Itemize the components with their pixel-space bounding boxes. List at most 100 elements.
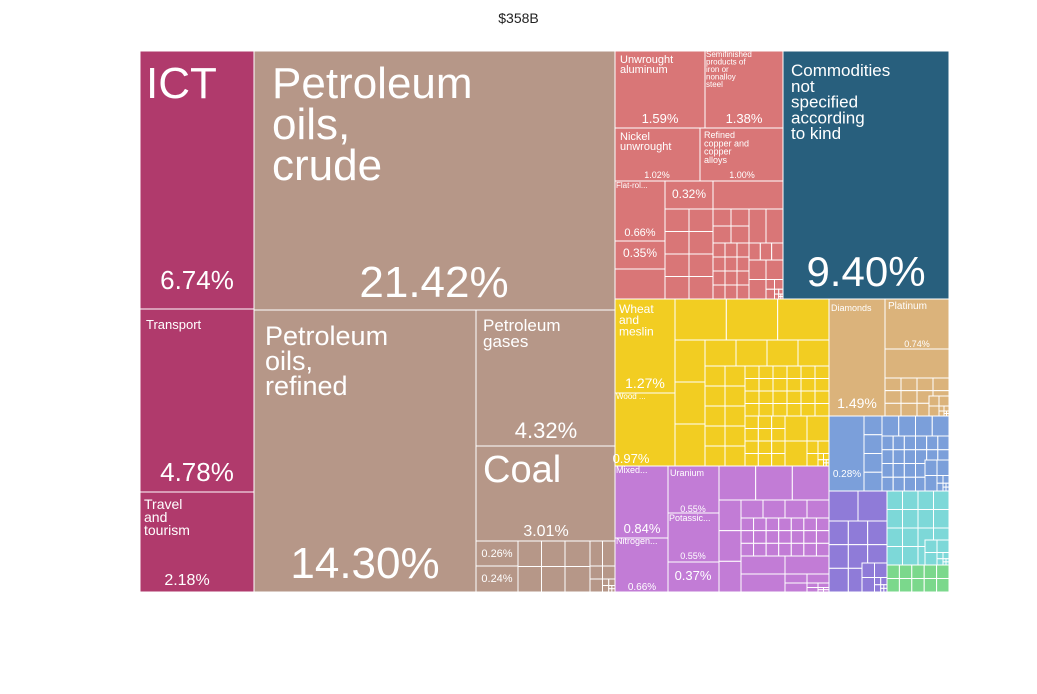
machinery-tiny-cell-a [936, 475, 944, 484]
transport-b-cell-0 [828, 520, 849, 546]
chemicals-grid-cell-17 [778, 542, 792, 557]
semifinished-products-of-iron-or-nonalloy-steel-value-label: 1.38% [726, 111, 763, 126]
machinery-d-cell-13 [892, 463, 905, 478]
animal-grid-cell-6 [898, 578, 913, 593]
vegetable-top-cell-0 [674, 298, 727, 341]
travel-and-tourism-value-label: 2.18% [164, 572, 209, 589]
mineral-tiny-cell-b [608, 578, 616, 586]
vegetable-grid-d-cell-5 [814, 365, 830, 379]
chemicals-tiny-cell-a [806, 582, 819, 588]
mineral-small-a-cell-3 [541, 566, 566, 593]
vegetable-grid-d-cell-13 [758, 390, 774, 404]
nitrogen-tile [614, 537, 669, 593]
chemicals-top-cell-0 [718, 465, 757, 501]
vegetable-col-c-cell-8 [704, 445, 726, 467]
mineral-tiny-cell-c [602, 585, 610, 593]
metals-small-d-cell-11 [736, 284, 750, 300]
tile-14-tile [614, 240, 666, 270]
nitrogen-value-label: 0.66% [628, 582, 656, 593]
textiles-grid-cell-2 [917, 490, 934, 510]
precious-a-cell-0 [884, 348, 950, 379]
vegetable-grid-e-cell-7 [757, 440, 773, 454]
metals-small-c-cell-1 [765, 208, 784, 244]
transport-tiny-cell-c [861, 577, 875, 593]
metals-small-b-cell-2 [712, 225, 732, 244]
precious-b-cell-9 [900, 402, 918, 417]
metals-small-d-cell-3 [712, 256, 726, 272]
chemicals-grid-cell-16 [765, 542, 780, 557]
coal-tile [475, 445, 616, 542]
transport-value-label: 4.78% [160, 457, 234, 487]
machinery-tiny-cell-b [942, 475, 950, 484]
tile-8-tile [475, 565, 519, 593]
transport-b-cell-3 [828, 544, 849, 569]
vegetable-grid-d-cell-16 [800, 390, 816, 404]
machinery-tiny-cell [945, 486, 950, 492]
machinery-c-cell-2 [915, 415, 933, 437]
vegetable-grid-d-cell-20 [772, 403, 788, 417]
machinery-tiny-cell-b [945, 482, 950, 488]
chemicals-grid-cell-14 [740, 542, 755, 557]
potassic-label: Potassic... [669, 513, 711, 523]
vegetable-grid-e-cell-10 [757, 453, 773, 467]
platinum-value-label: 0.74% [904, 339, 930, 349]
precious-tiny-cell-a [928, 395, 940, 407]
precious-tiny-cell-b [938, 395, 950, 407]
metals-small-d-cell-10 [724, 284, 738, 300]
tile-14-value-label: 0.35% [623, 246, 657, 260]
vegetable-top-cell-2 [777, 298, 830, 341]
mineral-tiny-cell-b [602, 565, 616, 580]
ict-value-label: 6.74% [160, 265, 234, 295]
machinery-c-cell-0 [881, 415, 900, 437]
chemicals-grid-cell-0 [740, 517, 755, 532]
metals-small-a-cell-6 [664, 276, 690, 300]
petroleum-oils-refined-label: Petroleum oils, refined [265, 321, 388, 401]
mineral-tiny-cell-c [589, 578, 603, 593]
machinery-c-cell-3 [931, 415, 950, 437]
animal-grid-cell-3 [923, 564, 938, 579]
vegetable-grid-d-cell-21 [786, 403, 802, 417]
platinum-label: Platinum [888, 301, 927, 312]
uranium-label: Uranium [670, 468, 704, 478]
precious-b-cell-8 [884, 402, 902, 417]
nickel-unwrought-value-label: 1.02% [644, 170, 670, 180]
commodities-not-specified-according-to-kind-tile [782, 50, 950, 300]
textiles-tiny-cell-c [936, 558, 944, 566]
vegetable-col-c-cell-9 [724, 445, 746, 467]
mineral-small-a-cell-2 [517, 566, 542, 593]
chart-title: $358B [498, 10, 539, 26]
chemicals-col-cell-1 [718, 530, 742, 562]
precious-b-cell-4 [884, 390, 902, 404]
vegetable-col-c-cell-1 [724, 365, 746, 387]
textiles-grid-cell-8 [886, 527, 903, 547]
metals-small-d-cell-2 [736, 242, 750, 258]
refined-copper-and-copper-alloys-value-label: 1.00% [729, 170, 755, 180]
vegetable-tiny-cell-a [806, 440, 819, 454]
textiles-grid-cell-3 [933, 490, 950, 510]
chemicals-grid-cell-18 [790, 542, 805, 557]
metals-small-e-cell-2 [771, 242, 784, 261]
chemicals-grid-cell-5 [803, 517, 817, 532]
metals-small-d-cell-0 [712, 242, 726, 258]
chemicals-grid-cell-15 [753, 542, 767, 557]
animal-grid-cell-9 [936, 578, 950, 593]
machinery-b-cell-1 [863, 434, 883, 454]
transport-b-cell-2 [867, 520, 888, 546]
vegetable-col-c-cell-6 [704, 425, 726, 447]
chemicals-row-cell-2 [784, 499, 808, 519]
vegetable-grid-d-cell-10 [800, 378, 816, 392]
vegetable-grid-d-cell-3 [786, 365, 802, 379]
transport-a-cell-0 [828, 490, 859, 522]
metals-small-d-cell-4 [724, 256, 738, 272]
chemicals-grid-cell-1 [753, 517, 767, 532]
machinery-d-cell-4 [926, 435, 939, 451]
tile-25-tile [667, 561, 720, 593]
commodities-not-specified-according-to-kind-value-label: 9.40% [806, 248, 925, 295]
mineral-small-c-cell-0 [589, 540, 603, 567]
vegetable-row-b-cell-0 [704, 339, 737, 367]
metals-small-d-cell-9 [712, 284, 726, 300]
precious-tiny-cell-a [938, 405, 945, 412]
machinery-d-cell-12 [881, 463, 894, 478]
vegetable-tiny-cell-b [823, 453, 830, 461]
metals-tiny-cell-a [748, 259, 767, 280]
